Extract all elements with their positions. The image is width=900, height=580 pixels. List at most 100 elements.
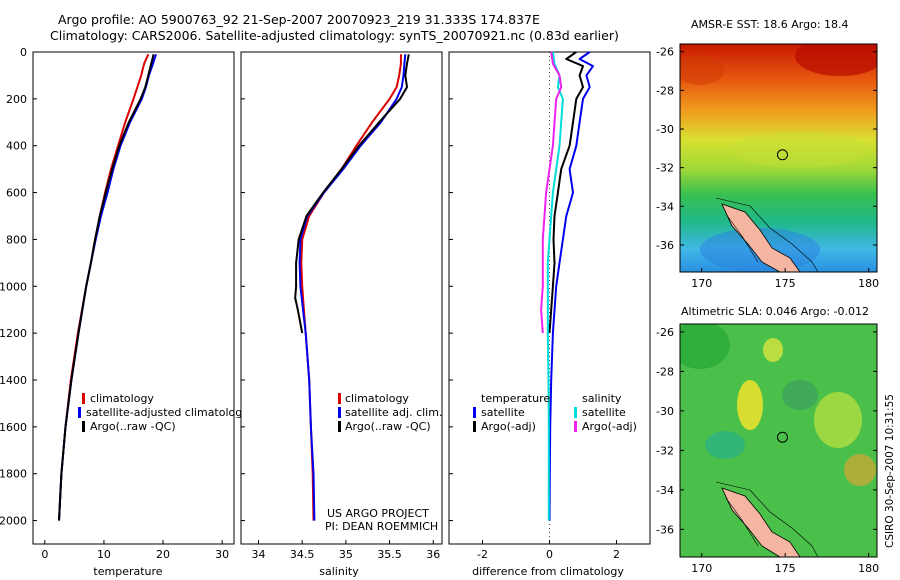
sst-latitude-ticks: -26 -28 -30 -32 -34 -36: [656, 46, 877, 252]
sla-high: [814, 392, 862, 448]
warm-patch: [795, 44, 877, 76]
x-tick-label: -2: [477, 548, 488, 561]
sst-map-panel: 170 175 180 -26 -28 -30 -32 -34 -36: [656, 43, 879, 290]
y-tick-label: -26: [656, 326, 674, 339]
y-tick-label: 800: [6, 233, 27, 246]
y-tick-label: -28: [656, 365, 674, 378]
salinity-axis-label: salinity: [319, 565, 359, 578]
sla-high: [737, 380, 763, 430]
y-tick-label: 1800: [0, 468, 27, 481]
x-tick-label: 180: [858, 562, 879, 575]
legend-swatch-temperature-argo: [473, 421, 476, 432]
legend-swatch-satellite-adjusted: [78, 407, 81, 418]
legend-label-salinity-satellite: satellite: [582, 406, 626, 419]
sla-low: [680, 324, 730, 369]
y-tick-label: -28: [656, 84, 674, 97]
sla-high: [844, 454, 876, 486]
sla-map-title: Altimetric SLA: 0.046 Argo: -0.012: [681, 305, 869, 318]
legend-swatch-climatology: [338, 393, 341, 404]
difference-legend-temperature: temperature satellite Argo(-adj): [473, 392, 550, 433]
x-tick-label: 2: [613, 548, 620, 561]
temperature-profiles: [58, 53, 157, 521]
y-tick-label: -34: [656, 200, 674, 213]
argo-location-marker: [776, 149, 788, 161]
bathymetry-contour: [715, 481, 819, 557]
project-label: US ARGO PROJECT: [327, 507, 429, 520]
legend-swatch-salinity-argo: [574, 421, 577, 432]
temperature-x-ticks: 0 10 20 30: [41, 540, 229, 561]
x-tick-label: 36: [426, 548, 440, 561]
sla-low: [705, 431, 745, 459]
y-tick-label: -32: [656, 444, 674, 457]
difference-axis-label: difference from climatology: [472, 565, 624, 578]
frontal-band: [730, 132, 870, 168]
y-tick-label: 400: [6, 140, 27, 153]
legend-label-climatology: climatology: [345, 392, 409, 405]
x-tick-label: 170: [691, 277, 712, 290]
series-line: [548, 51, 584, 334]
legend-label-argo: Argo(..raw -QC): [345, 420, 431, 433]
sst-longitude-ticks: 170 175 180: [691, 268, 879, 290]
sla-longitude-ticks: 170 175 180: [691, 553, 879, 575]
y-tick-label: 200: [6, 93, 27, 106]
series-line: [294, 54, 410, 334]
legend-swatch-argo: [338, 421, 341, 432]
y-tick-label: -26: [656, 46, 674, 59]
y-tick-label: 1400: [0, 374, 27, 387]
x-tick-label: 170: [691, 562, 712, 575]
y-tick-label: -30: [656, 405, 674, 418]
series-line: [548, 51, 594, 521]
y-tick-label: -36: [656, 523, 674, 536]
header-line-2: Climatology: CARS2006. Satellite-adjuste…: [50, 28, 619, 43]
sla-low: [782, 380, 818, 410]
pi-label: PI: DEAN ROEMMICH: [325, 520, 438, 533]
legend-swatch-salinity-satellite: [574, 407, 577, 418]
legend-label-salinity-argo: Argo(-adj): [582, 420, 637, 433]
temperature-legend: climatology satellite-adjusted climatolo…: [78, 392, 249, 433]
y-tick-label: -30: [656, 123, 674, 136]
y-tick-label: -36: [656, 239, 674, 252]
difference-x-ticks: -2 0 2: [449, 51, 620, 561]
x-tick-label: 175: [775, 277, 796, 290]
temperature-axis-label: temperature: [93, 565, 162, 578]
difference-profiles: [540, 51, 594, 521]
depth-y-ticks: 0 200 400 600 800 1000 1200 1400 1600 1800 2000: [0, 46, 37, 528]
x-tick-label: 35.5: [377, 548, 402, 561]
legend-swatch-climatology: [82, 393, 85, 404]
coastline-nz: [721, 487, 801, 557]
x-tick-label: 34.5: [290, 548, 315, 561]
legend-label-argo: Argo(..raw -QC): [90, 420, 176, 433]
difference-legend-salinity: salinity satellite Argo(-adj): [574, 392, 637, 433]
x-tick-label: 0: [546, 548, 553, 561]
y-tick-label: 1600: [0, 421, 27, 434]
coastline-nz: [721, 203, 801, 272]
y-tick-label: -34: [656, 484, 674, 497]
legend-label-satellite-adj: satellite adj. clim.: [345, 406, 442, 419]
y-tick-label: 2000: [0, 515, 27, 528]
sla-map-panel: 170 175 180 -26 -28 -30 -32 -34 -36: [656, 323, 879, 575]
warm-patch: [680, 55, 725, 85]
header-line-1: Argo profile: AO 5900763_92 21-Sep-2007 …: [58, 12, 540, 27]
series-line: [546, 51, 564, 521]
salinity-panel: 34 34.5 35 35.5 36 salinity climatology sate…: [240, 51, 443, 578]
legend-label-satellite-adjusted: satellite-adjusted climatology: [86, 406, 249, 419]
sla-latitude-ticks: -26 -28 -30 -32 -34 -36: [656, 326, 877, 536]
legend-swatch-satellite-adj: [338, 407, 341, 418]
x-tick-label: 10: [97, 548, 111, 561]
salinity-legend: climatology satellite adj. clim. Argo(..…: [338, 392, 442, 433]
series-line: [540, 51, 563, 334]
legend-swatch-temperature-satellite: [473, 407, 476, 418]
bathymetry-contour: [715, 197, 819, 272]
x-tick-label: 35: [339, 548, 353, 561]
x-tick-label: 180: [858, 277, 879, 290]
y-tick-label: 1200: [0, 327, 27, 340]
sst-map-title: AMSR-E SST: 18.6 Argo: 18.4: [691, 18, 849, 31]
legend-swatch-argo: [82, 421, 85, 432]
x-tick-label: 34: [251, 548, 265, 561]
legend-heading-temperature: temperature: [481, 392, 550, 405]
y-tick-label: 600: [6, 187, 27, 200]
temperature-panel: 0 10 20 30 0 200 400 600 800 1000 1200 1400 1600 180…: [0, 46, 249, 578]
x-tick-label: 30: [215, 548, 229, 561]
legend-label-temperature-satellite: satellite: [481, 406, 525, 419]
